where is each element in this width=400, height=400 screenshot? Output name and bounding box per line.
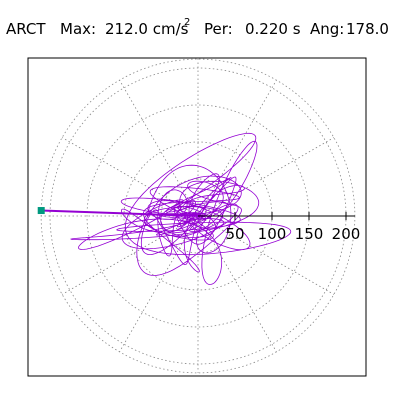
radial-tick-label: 50 [225,225,244,243]
period-value: 0.220 s [245,20,301,38]
peak-marker [37,207,45,215]
angle-label: Ang: [310,20,344,38]
max-label: Max: [60,20,96,38]
angle-value: 178.0 [346,20,389,38]
max-unit-exponent: 2 [184,17,190,28]
station-code: ARCT [6,20,46,38]
peak-vector [41,209,199,217]
max-value: 212.0 cm/s [105,20,189,38]
radial-tick-label: 150 [295,225,324,243]
radial-tick-label: 200 [332,225,361,243]
peak-marker-group [37,207,45,215]
motion-trace [41,132,292,286]
period-label: Per: [204,20,233,38]
motion-trace-path [70,132,292,286]
radial-axis: 50 100 150 200 [198,212,360,243]
radial-tick-label: 100 [258,225,287,243]
